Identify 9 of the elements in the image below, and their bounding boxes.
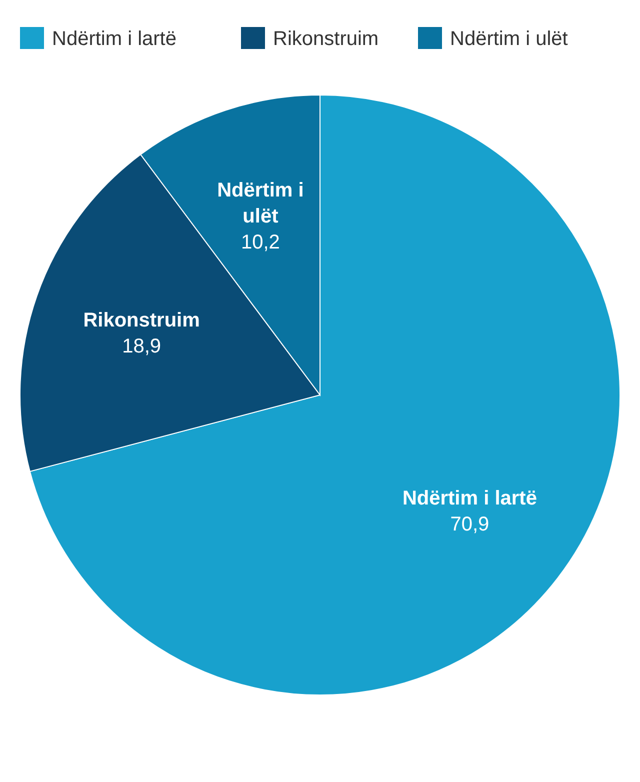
data-label: 18,9 [122,336,162,358]
slice-label: Ndërtim i ulët [217,180,304,228]
legend-label: Ndërtim i lartë [52,28,176,50]
data-label: 70,9 [450,513,490,536]
data-label: 10,2 [241,232,280,254]
legend-label: Ndërtim i ulët [450,28,568,50]
legend-label: Rikonstruim [273,28,379,50]
slice-label: Ndërtim i lartë [402,487,537,510]
slice-label: Rikonstruim [83,310,200,332]
